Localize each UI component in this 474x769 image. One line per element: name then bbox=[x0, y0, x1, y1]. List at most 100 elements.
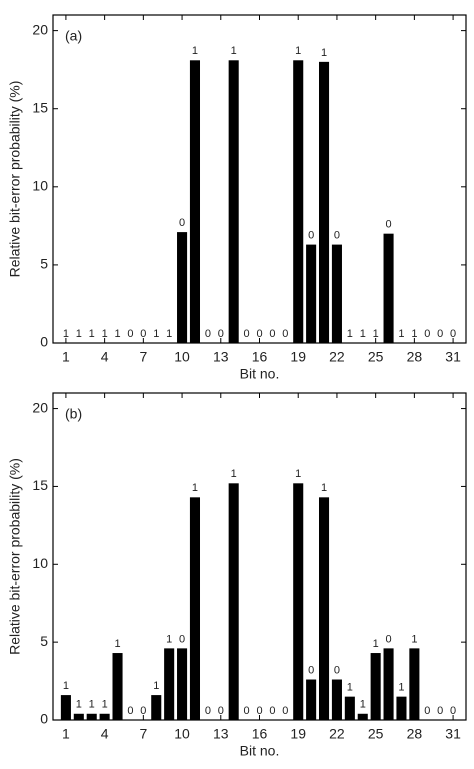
bit-label: 1 bbox=[76, 699, 82, 711]
bar bbox=[99, 713, 110, 720]
bit-label: 1 bbox=[360, 699, 366, 711]
y-tick-label: 20 bbox=[32, 399, 48, 415]
bit-label: 0 bbox=[308, 664, 314, 676]
x-tick-label: 16 bbox=[252, 349, 268, 365]
bit-label: 1 bbox=[166, 328, 172, 340]
y-tick-label: 0 bbox=[40, 334, 48, 350]
bit-label: 1 bbox=[89, 699, 95, 711]
bit-label: 0 bbox=[205, 328, 211, 340]
bar bbox=[396, 696, 407, 720]
y-tick-label: 5 bbox=[40, 256, 48, 272]
x-tick-label: 25 bbox=[368, 726, 384, 742]
y-tick-label: 15 bbox=[32, 99, 48, 115]
bit-label: 1 bbox=[192, 482, 198, 494]
bit-label: 1 bbox=[166, 633, 172, 645]
bar bbox=[370, 653, 381, 720]
y-tick-label: 0 bbox=[40, 711, 48, 727]
bar bbox=[331, 244, 342, 343]
bar bbox=[177, 232, 188, 343]
bit-label: 0 bbox=[308, 230, 314, 242]
bit-label: 0 bbox=[218, 705, 224, 717]
bar bbox=[86, 713, 97, 720]
bit-label: 1 bbox=[295, 45, 301, 57]
bit-label: 1 bbox=[63, 680, 69, 692]
x-tick-label: 31 bbox=[445, 349, 461, 365]
bit-label: 1 bbox=[114, 328, 120, 340]
bar bbox=[331, 679, 342, 720]
bit-label: 0 bbox=[424, 705, 430, 717]
bit-label: 1 bbox=[373, 638, 379, 650]
bit-label: 0 bbox=[334, 664, 340, 676]
panel-annotation: (b) bbox=[65, 406, 82, 422]
bar bbox=[151, 695, 162, 720]
bit-label: 1 bbox=[360, 328, 366, 340]
bar bbox=[293, 483, 304, 720]
bit-label: 0 bbox=[386, 219, 392, 231]
bit-label: 1 bbox=[411, 633, 417, 645]
x-axis-title: Bit no. bbox=[240, 743, 280, 759]
bit-label: 1 bbox=[347, 328, 353, 340]
bit-label: 0 bbox=[127, 328, 133, 340]
y-tick-label: 15 bbox=[32, 477, 48, 493]
bit-label: 0 bbox=[256, 705, 262, 717]
x-tick-label: 13 bbox=[213, 726, 229, 742]
x-tick-label: 10 bbox=[174, 349, 190, 365]
bit-label: 0 bbox=[205, 705, 211, 717]
bar bbox=[318, 497, 330, 720]
bit-label: 0 bbox=[450, 705, 456, 717]
x-tick-label: 31 bbox=[445, 726, 461, 742]
bit-label: 0 bbox=[269, 705, 275, 717]
bit-label: 1 bbox=[192, 45, 198, 57]
bit-label: 1 bbox=[153, 328, 159, 340]
x-axis-title: Bit no. bbox=[240, 366, 280, 382]
bar bbox=[73, 713, 84, 720]
bit-label: 1 bbox=[153, 680, 159, 692]
bit-label: 0 bbox=[218, 328, 224, 340]
x-tick-label: 25 bbox=[368, 349, 384, 365]
bit-label: 0 bbox=[334, 230, 340, 242]
x-tick-label: 22 bbox=[329, 349, 345, 365]
bit-label: 1 bbox=[231, 45, 237, 57]
bit-label: 0 bbox=[269, 328, 275, 340]
bit-label: 0 bbox=[437, 328, 443, 340]
bit-label: 1 bbox=[347, 682, 353, 694]
bar bbox=[189, 60, 201, 344]
x-tick-label: 1 bbox=[62, 726, 70, 742]
bar bbox=[177, 648, 188, 720]
bit-label: 1 bbox=[63, 328, 69, 340]
bit-label: 1 bbox=[102, 328, 108, 340]
y-tick-label: 20 bbox=[32, 21, 48, 37]
x-tick-label: 7 bbox=[139, 349, 147, 365]
x-tick-label: 1 bbox=[62, 349, 70, 365]
x-tick-label: 4 bbox=[101, 349, 109, 365]
bit-label: 1 bbox=[373, 328, 379, 340]
bit-label: 1 bbox=[114, 638, 120, 650]
bar bbox=[318, 61, 330, 343]
bar bbox=[383, 648, 394, 720]
bar bbox=[189, 497, 201, 720]
bit-label: 1 bbox=[398, 682, 404, 694]
bar bbox=[228, 483, 239, 720]
x-tick-label: 28 bbox=[407, 349, 423, 365]
y-tick-label: 5 bbox=[40, 633, 48, 649]
x-tick-label: 7 bbox=[139, 726, 147, 742]
bit-label: 0 bbox=[282, 328, 288, 340]
bit-label: 0 bbox=[282, 705, 288, 717]
bar bbox=[409, 648, 420, 720]
plot-frame bbox=[52, 14, 467, 344]
bar bbox=[112, 653, 123, 720]
bit-label: 1 bbox=[89, 328, 95, 340]
bit-label: 1 bbox=[321, 47, 327, 59]
x-tick-label: 19 bbox=[290, 349, 306, 365]
x-tick-label: 4 bbox=[101, 726, 109, 742]
bit-label: 0 bbox=[244, 328, 250, 340]
panel-annotation: (a) bbox=[65, 28, 82, 44]
bar bbox=[164, 648, 175, 720]
bit-label: 0 bbox=[179, 633, 185, 645]
bar bbox=[344, 696, 355, 720]
bar bbox=[306, 244, 317, 343]
x-tick-label: 22 bbox=[329, 726, 345, 742]
x-tick-label: 19 bbox=[290, 726, 306, 742]
bit-label: 1 bbox=[231, 468, 237, 480]
